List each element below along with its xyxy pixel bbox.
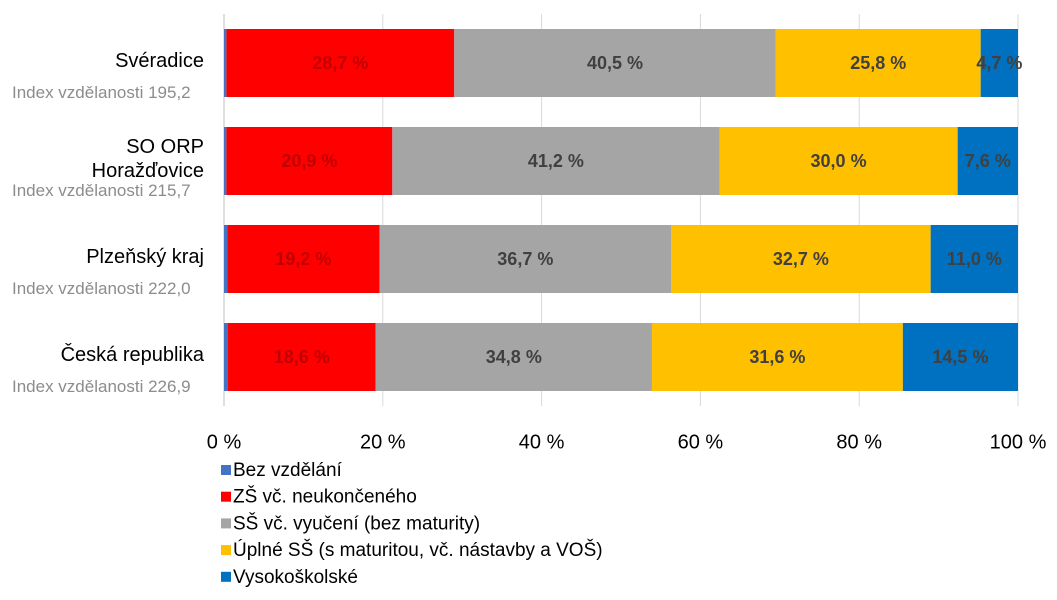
- category-label: Česká republika: [60, 344, 204, 366]
- data-label: 36,7 %: [497, 249, 553, 269]
- legend-label: SŠ vč. vyučení (bez maturity): [233, 512, 480, 534]
- bar-segment: [930, 225, 1018, 293]
- data-label: 31,6 %: [749, 347, 805, 367]
- bar-segment: [775, 29, 981, 97]
- data-label: 41,2 %: [528, 151, 584, 171]
- legend-swatch: [221, 571, 231, 582]
- data-label: 34,8 %: [486, 347, 542, 367]
- x-tick-label: 20 %: [360, 431, 406, 453]
- data-label: 30,0 %: [811, 151, 867, 171]
- x-tick-label: 80 %: [836, 431, 882, 453]
- data-label: 32,7 %: [773, 249, 829, 269]
- x-tick-label: 100 %: [990, 431, 1047, 453]
- data-label: 4,7 %: [976, 53, 1022, 73]
- bar-segment: [224, 29, 227, 97]
- bar-segment: [226, 127, 393, 195]
- bar-segment: [957, 127, 1018, 195]
- data-label: 14,5 %: [932, 347, 988, 367]
- bar-segment: [392, 127, 720, 195]
- legend-label: Bez vzdělání: [233, 460, 343, 481]
- bar-segment: [224, 225, 228, 293]
- x-tick-label: 60 %: [678, 431, 724, 453]
- legend-label: ZŠ vč. neukončeného: [233, 486, 417, 508]
- x-tick-label: 0 %: [207, 431, 242, 453]
- bar-segment: [671, 225, 931, 293]
- legend-swatch: [221, 545, 231, 556]
- legend-swatch: [221, 491, 231, 502]
- bar-segment: [375, 323, 652, 391]
- bar-segment: [454, 29, 776, 97]
- index-label: Index vzdělanosti 215,7: [12, 181, 191, 200]
- bar-segment: [226, 29, 455, 97]
- index-label: Index vzdělanosti 226,9: [12, 377, 191, 396]
- category-label: Plzeňský kraj: [86, 246, 204, 268]
- data-label: 18,6 %: [274, 347, 330, 367]
- bar-segment: [379, 225, 672, 293]
- data-label: 7,6 %: [965, 151, 1011, 171]
- bar-segment: [651, 323, 903, 391]
- index-label: Index vzdělanosti 222,0: [12, 279, 191, 298]
- data-label: 20,9 %: [281, 151, 337, 171]
- legend-label: Vysokoškolské: [233, 567, 358, 588]
- bar-segment: [227, 323, 376, 391]
- data-label: 19,2 %: [275, 249, 331, 269]
- bar-segment: [980, 29, 1018, 97]
- data-label: 40,5 %: [587, 53, 643, 73]
- bar-segment: [227, 225, 380, 293]
- data-label: 25,8 %: [850, 53, 906, 73]
- category-label: SO ORP Horažďovice: [91, 136, 204, 182]
- bar-segment: [224, 323, 228, 391]
- data-label: 28,7 %: [312, 53, 368, 73]
- bar-segment: [719, 127, 958, 195]
- bar-segment: [902, 323, 1018, 391]
- data-label: 11,0 %: [947, 249, 1002, 269]
- legend-swatch: [221, 518, 231, 529]
- index-label: Index vzdělanosti 195,2: [12, 83, 191, 102]
- legend-label: Úplné SŠ (s maturitou, vč. nástavby a VO…: [233, 539, 603, 561]
- bar-segment: [224, 127, 227, 195]
- x-tick-label: 40 %: [519, 431, 565, 453]
- category-label: Svéradice: [115, 50, 204, 72]
- legend-swatch: [221, 465, 231, 475]
